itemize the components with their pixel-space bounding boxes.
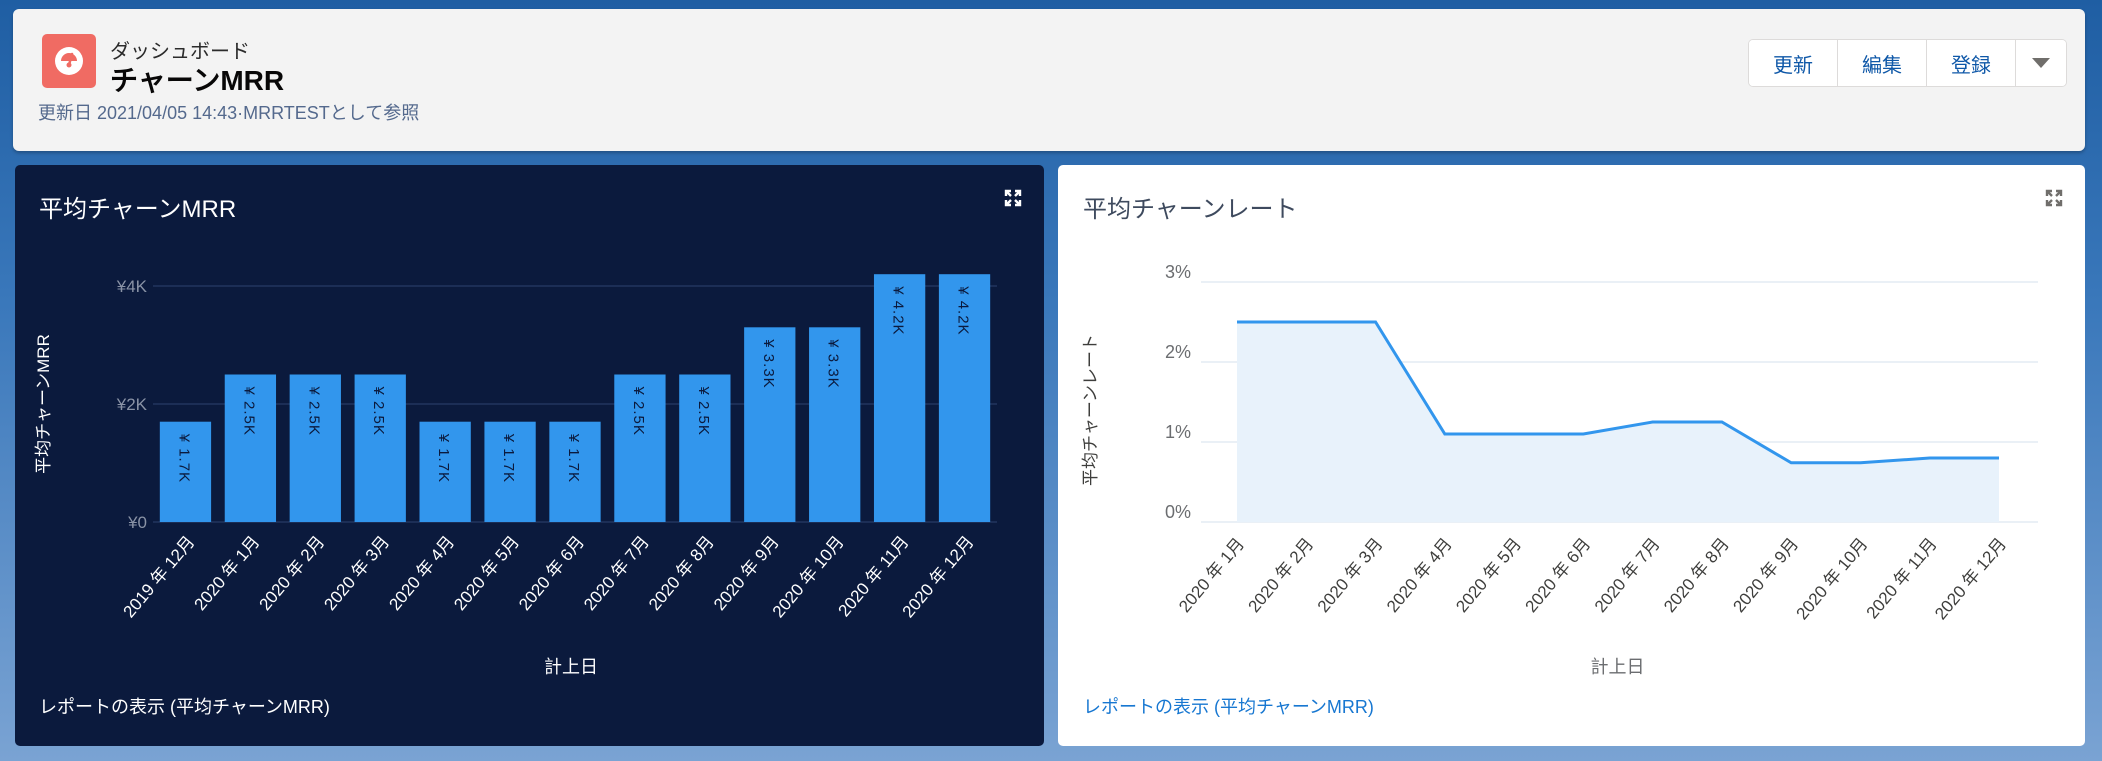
bar[interactable] bbox=[159, 421, 212, 522]
x-tick-label: 2020 年 6月 bbox=[515, 532, 588, 614]
x-tick-label: 2020 年 8月 bbox=[1660, 534, 1733, 616]
bar-data-label: ¥ 1.7K bbox=[500, 433, 517, 483]
last-updated-text: 更新日 2021/04/05 14:43·MRRTESTとして参照 bbox=[38, 103, 420, 123]
x-tick-label: 2020 年 2月 bbox=[255, 532, 328, 614]
bar-data-label: ¥ 4.2K bbox=[890, 285, 907, 335]
y-tick-label: ¥4K bbox=[116, 277, 148, 296]
refresh-button[interactable]: 更新 bbox=[1749, 40, 1838, 86]
edit-button[interactable]: 編集 bbox=[1838, 40, 1927, 86]
x-tick-label: 2020 年 10月 bbox=[1793, 534, 1872, 623]
area-fill bbox=[1237, 322, 1999, 522]
expand-icon[interactable] bbox=[1004, 189, 1022, 207]
x-tick-label: 2020 年 9月 bbox=[710, 532, 783, 614]
bar[interactable] bbox=[224, 374, 277, 523]
x-tick-label: 2020 年 3月 bbox=[320, 532, 393, 614]
bar-chart: ¥0 ¥2K ¥4K ¥ 1.7K 2019 年 12月 ¥ 2.5K 2020 年 1月 ¥… bbox=[34, 274, 997, 677]
widget-title: 平均チャーンレート bbox=[1083, 196, 1298, 223]
x-tick-label: 2020 年 7月 bbox=[580, 532, 653, 614]
caret-down-icon bbox=[2032, 58, 2050, 68]
expand-icon[interactable] bbox=[2045, 189, 2063, 207]
bar-data-label: ¥ 3.3K bbox=[760, 338, 777, 388]
avg-churn-mrr-widget: 平均チャーンMRR ¥0 ¥2K ¥4K ¥ 1.7K 2019 年 12月 ¥ 2.5K… bbox=[15, 165, 1044, 746]
bar-data-label: ¥ 2.5K bbox=[695, 386, 712, 436]
x-axis-title: 計上日 bbox=[1591, 657, 1645, 677]
bar-data-label: ¥ 3.3K bbox=[825, 338, 842, 388]
x-tick-label: 2020 年 11月 bbox=[1863, 534, 1941, 622]
subscribe-button[interactable]: 登録 bbox=[1927, 40, 2016, 86]
y-axis-title: 平均チャーンレート bbox=[1081, 334, 1100, 486]
view-report-link[interactable]: レポートの表示 (平均チャーンMRR) bbox=[1083, 697, 1374, 717]
bar-data-label: ¥ 1.7K bbox=[175, 433, 192, 483]
object-type-label: ダッシュボード bbox=[110, 41, 250, 63]
x-tick-label: 2019 年 12月 bbox=[120, 532, 199, 621]
bar[interactable] bbox=[744, 327, 796, 522]
bar[interactable] bbox=[484, 421, 536, 522]
x-tick-label: 2020 年 1月 bbox=[1175, 534, 1248, 616]
x-tick-label: 2020 年 4月 bbox=[385, 532, 458, 614]
x-tick-label: 2020 年 5月 bbox=[1452, 534, 1525, 616]
x-tick-label: 2020 年 8月 bbox=[645, 532, 718, 614]
bar[interactable] bbox=[938, 274, 991, 522]
y-tick-label: 3% bbox=[1165, 262, 1191, 282]
bar[interactable] bbox=[809, 327, 861, 522]
x-tick-label: 2020 年 4月 bbox=[1383, 534, 1456, 616]
bar[interactable] bbox=[614, 374, 666, 523]
bar-data-label: ¥ 1.7K bbox=[435, 433, 452, 483]
line-series[interactable] bbox=[1237, 320, 1999, 465]
x-tick-label: 2020 年 9月 bbox=[1729, 534, 1802, 616]
bar[interactable] bbox=[679, 374, 731, 523]
page-title: チャーンMRR bbox=[110, 65, 285, 96]
y-tick-label: ¥2K bbox=[116, 395, 148, 414]
bar[interactable] bbox=[419, 421, 471, 522]
x-tick-label: 2020 年 6月 bbox=[1522, 534, 1595, 616]
x-tick-label: 2020 年 7月 bbox=[1591, 534, 1664, 616]
bar-data-label: ¥ 2.5K bbox=[630, 386, 647, 436]
y-tick-label: ¥0 bbox=[127, 513, 147, 532]
more-actions-button[interactable] bbox=[2016, 40, 2066, 86]
bar-data-label: ¥ 2.5K bbox=[370, 386, 387, 436]
bar[interactable] bbox=[549, 421, 601, 522]
y-axis-title: 平均チャーンMRR bbox=[34, 334, 53, 474]
x-axis-title: 計上日 bbox=[544, 657, 598, 677]
x-tick-label: 2020 年 1月 bbox=[191, 532, 264, 614]
y-tick-label: 2% bbox=[1165, 342, 1191, 362]
x-tick-label: 2020 年 3月 bbox=[1314, 534, 1387, 616]
dashboard-gauge-icon bbox=[42, 34, 96, 88]
bar[interactable] bbox=[354, 374, 406, 523]
bar[interactable] bbox=[873, 274, 926, 522]
x-tick-label: 2020 年 2月 bbox=[1244, 534, 1317, 616]
y-tick-label: 1% bbox=[1165, 422, 1191, 442]
header-button-group: 更新 編集 登録 bbox=[1748, 39, 2067, 87]
bar-data-label: ¥ 2.5K bbox=[240, 386, 257, 436]
x-tick-label: 2020 年 5月 bbox=[450, 532, 523, 614]
y-tick-label: 0% bbox=[1165, 502, 1191, 522]
widget-title: 平均チャーンMRR bbox=[39, 196, 237, 223]
bar-data-label: ¥ 4.2K bbox=[955, 285, 972, 335]
avg-churn-rate-widget: 平均チャーンレート 0% 1% 2% 3% 2020 年 1月 2020 年 2月 2020… bbox=[1058, 165, 2085, 746]
bar[interactable] bbox=[289, 374, 341, 523]
bar-data-label: ¥ 1.7K bbox=[565, 433, 582, 483]
x-tick-label: 2020 年 12月 bbox=[1931, 534, 2010, 623]
bar-data-label: ¥ 2.5K bbox=[305, 386, 322, 436]
view-report-link[interactable]: レポートの表示 (平均チャーンMRR) bbox=[39, 697, 330, 717]
dashboard-header: ダッシュボード チャーンMRR 更新日 2021/04/05 14:43·MRR… bbox=[13, 9, 2085, 151]
